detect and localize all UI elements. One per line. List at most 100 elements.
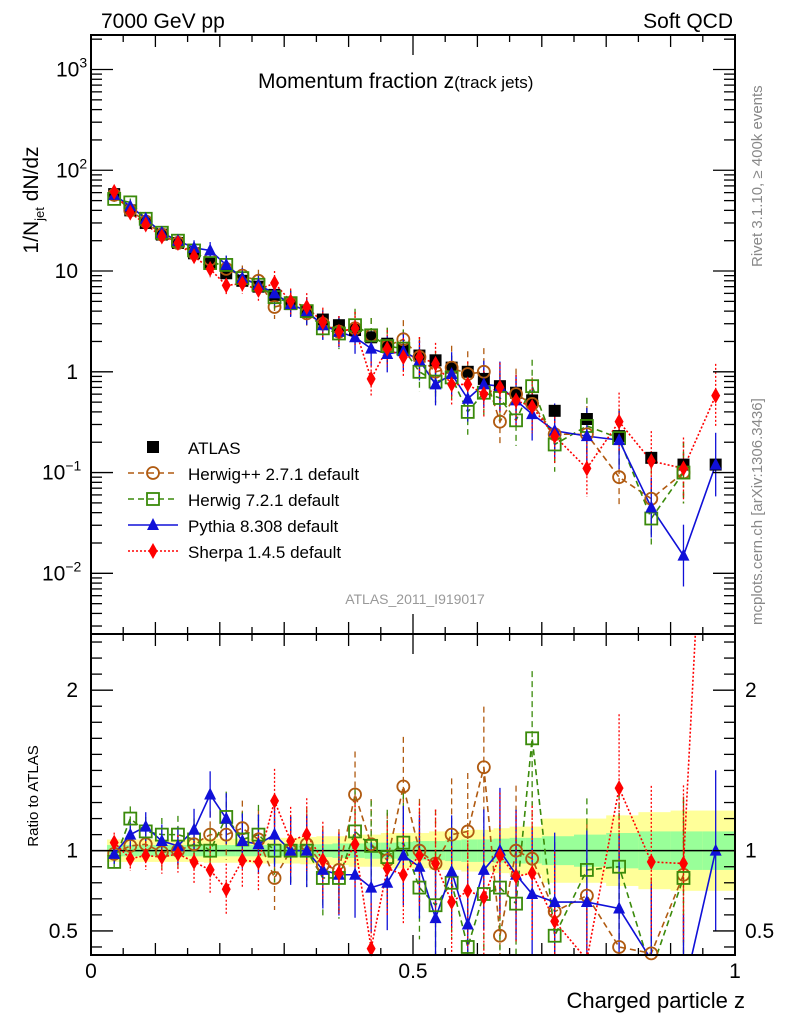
ratio-data-point [396, 779, 411, 794]
ratio-data-point [463, 882, 473, 899]
data-point [157, 228, 167, 245]
data-point [550, 428, 560, 445]
ratio-data-point [460, 940, 475, 954]
ratio-data-point [364, 838, 379, 853]
ratio-y-tick-label: 0.5 [49, 920, 78, 943]
ratio-data-point [461, 917, 474, 930]
data-point [125, 204, 135, 221]
ratio-data-point [612, 859, 626, 874]
legend-label: Herwig 7.2.1 default [188, 491, 339, 510]
data-point [580, 429, 593, 442]
ratio-data-point [316, 862, 329, 875]
ratio-data-point [123, 811, 138, 826]
header-right-label: Soft QCD [643, 10, 733, 33]
plot-subtitle: (track jets) [454, 73, 533, 92]
ratio-data-point [479, 889, 489, 906]
ratio-data-point [613, 901, 626, 914]
ratio-y-tick-label-right: 0.5 [745, 920, 774, 943]
ratio-data-point [366, 940, 376, 957]
ratio-data-point [189, 853, 199, 870]
data-point [429, 377, 442, 390]
ratio-data-point [548, 895, 561, 908]
data-point [414, 349, 424, 366]
data-point [580, 413, 593, 426]
ratio-data-point [204, 787, 217, 800]
ratio-series-line [113, 767, 685, 955]
data-point [460, 405, 475, 419]
ratio-y-tick-label: 2 [66, 679, 78, 702]
data-point [334, 323, 344, 340]
data-point [677, 548, 690, 561]
data-point [463, 376, 473, 393]
ratio-data-point [253, 853, 263, 870]
legend-label: ATLAS [188, 439, 241, 458]
markers-sherpa-1-4-5-default [109, 183, 721, 477]
data-point [646, 453, 656, 470]
data-point [527, 398, 537, 415]
legend-marker [146, 492, 160, 506]
data-point [479, 386, 489, 403]
ratio-data-point [709, 843, 722, 856]
ratio-y-tick-label: 1 [66, 840, 78, 863]
data-point [613, 433, 626, 446]
ratio-data-point [398, 866, 408, 883]
data-point [645, 500, 658, 513]
data-point [366, 370, 376, 387]
ratio-data-point [460, 824, 475, 839]
data-point [204, 243, 217, 256]
ratio-data-point [413, 859, 426, 872]
legend-label: Herwig++ 2.7.1 default [188, 465, 359, 484]
ratio-data-point [236, 834, 249, 847]
ratio-data-point [382, 860, 392, 877]
legend-label: Pythia 8.308 default [188, 517, 339, 536]
ratio-data-point [349, 867, 362, 880]
ratio-markers-pythia-8-308-default [108, 787, 722, 930]
data-point [286, 293, 296, 310]
ratio-data-point [219, 827, 234, 842]
legend-label: Sherpa 1.4.5 default [188, 543, 341, 562]
ratio-data-point [141, 847, 151, 864]
ratio-data-point [155, 834, 168, 847]
data-point [445, 367, 458, 380]
ratio-data-point [493, 880, 507, 895]
data-point [364, 328, 379, 343]
y-tick-label: 1 [66, 361, 78, 384]
data-point [141, 216, 151, 233]
data-point [398, 349, 408, 366]
data-point [461, 391, 474, 404]
data-point [220, 257, 233, 270]
data-point [267, 300, 282, 314]
ratio-data-point [509, 843, 523, 858]
ratio-data-point [579, 863, 594, 877]
data-point [205, 260, 215, 277]
ratio-data-point [444, 827, 459, 842]
ratio-data-point [477, 862, 490, 875]
ratio-data-point [267, 843, 282, 858]
ratio-data-point [412, 880, 427, 895]
ratio-y-tick-label-right: 1 [745, 840, 757, 863]
ratio-data-point [157, 849, 167, 866]
y-tick-label: 102 [56, 155, 87, 182]
rivet-version-label: Rivet 3.1.10, ≥ 400k events [749, 85, 766, 267]
data-point [711, 387, 721, 404]
y-tick-label: 10−2 [42, 558, 82, 585]
ratio-plot-panel: 2 21 10.5 0.50 0.5 1 Ratio to ATLAS Charged p… [25, 633, 774, 1013]
legend-marker [148, 543, 158, 559]
legend-marker [146, 466, 160, 480]
legend-marker [147, 518, 159, 530]
ratio-data-point [365, 880, 378, 893]
data-point [365, 341, 378, 354]
x-tick-label: 1 [729, 960, 741, 983]
ratio-data-point [678, 855, 688, 872]
ratio-data-point [171, 838, 184, 851]
ratio-data-point [525, 731, 540, 746]
ratio-data-point [493, 928, 507, 943]
data-point [678, 460, 688, 477]
ratio-data-point [381, 875, 394, 888]
ratio-data-point [526, 887, 539, 900]
ratio-plot-frame [90, 633, 736, 956]
data-point [709, 457, 722, 470]
series-line [113, 191, 717, 470]
